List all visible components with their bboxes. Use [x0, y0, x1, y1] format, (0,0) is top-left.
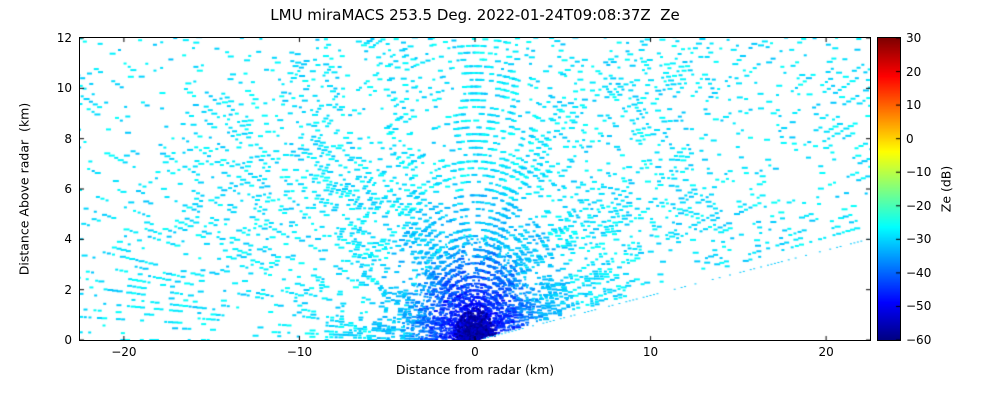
colorbar-tick-label: 20 — [906, 64, 922, 79]
x-tick-label: 20 — [818, 345, 834, 359]
y-tick-label: 8 — [64, 131, 72, 146]
colorbar-canvas — [878, 38, 900, 340]
plot-area — [79, 37, 871, 341]
x-axis-label: Distance from radar (km) — [395, 362, 555, 377]
y-tick-label: 12 — [56, 31, 72, 45]
colorbar-tick-label: −60 — [906, 333, 932, 347]
y-tick-label: 6 — [64, 182, 72, 196]
y-tick-label: 4 — [64, 232, 72, 247]
colorbar — [877, 37, 901, 341]
colorbar-tick-label: −40 — [906, 265, 932, 280]
y-axis-label: Distance Above radar (km) — [16, 102, 32, 276]
x-tick-label: 0 — [471, 345, 479, 359]
colorbar-tick-label: 0 — [906, 131, 914, 146]
colorbar-tick-label: −30 — [906, 232, 932, 247]
colorbar-tick-label: 30 — [906, 31, 922, 45]
colorbar-tick-label: −50 — [906, 299, 932, 314]
chart-title: LMU miraMACS 253.5 Deg. 2022-01-24T09:08… — [270, 6, 680, 24]
y-tick-label: 10 — [56, 81, 72, 96]
colorbar-label: Ze (dB) — [938, 165, 954, 213]
x-tick-label: −10 — [286, 345, 313, 359]
x-tick-label: −20 — [111, 345, 137, 359]
colorbar-tick-label: −20 — [906, 198, 932, 213]
colorbar-tick-label: −10 — [906, 165, 932, 180]
x-tick-label: 10 — [642, 345, 659, 359]
y-tick-label: 2 — [64, 282, 72, 297]
colorbar-tick-label: 10 — [906, 98, 922, 113]
y-tick-label: 0 — [64, 333, 72, 347]
rhi-scatter-canvas — [80, 38, 870, 340]
